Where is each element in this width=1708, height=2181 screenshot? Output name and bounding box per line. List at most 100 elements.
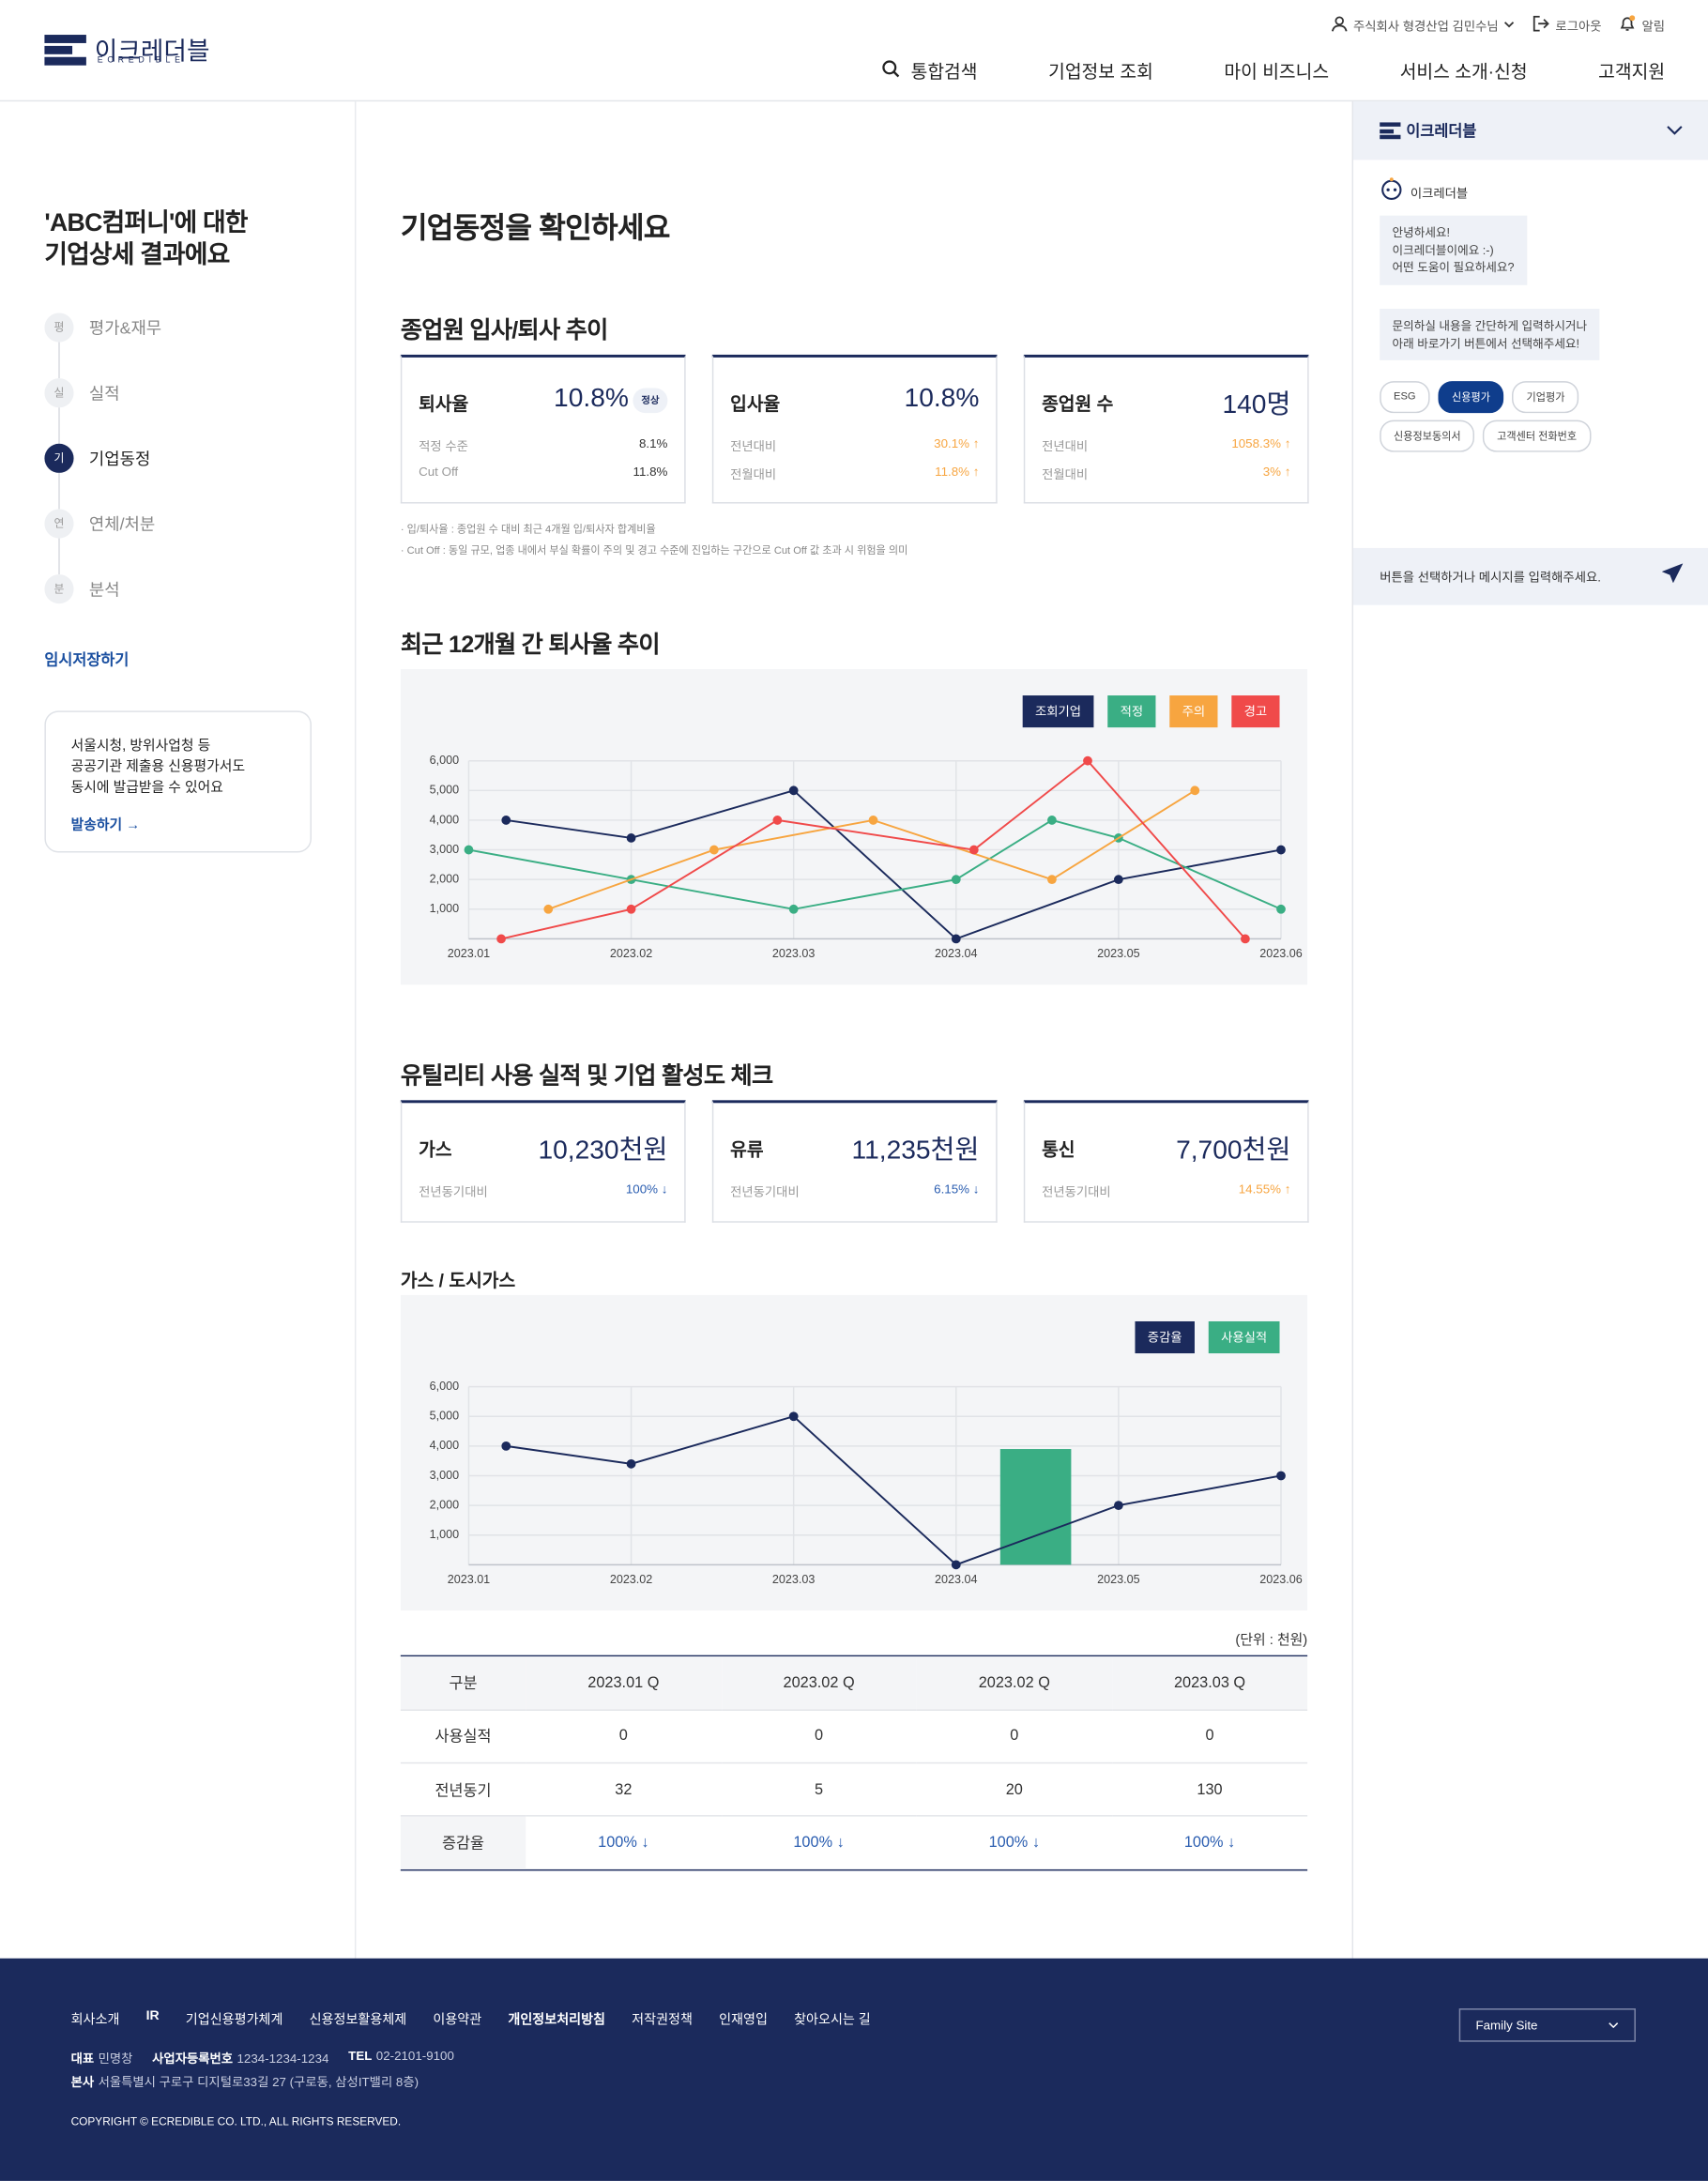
y-tick-label: 2,000 [430,1498,459,1511]
bubble-line: 문의하실 내용을 간단하게 입력하시거나 [1392,318,1588,333]
step-label: 실적 [88,384,120,404]
data-point [968,845,979,855]
chat-input[interactable]: 버튼을 선택하거나 메시지를 입력해주세요. [1353,547,1708,605]
logo-bar [1380,134,1401,140]
legend-swatch [1169,695,1218,728]
x-tick-label: 2023.02 [610,947,652,960]
y-tick-label: 1,000 [430,902,459,915]
company-info: 대표 민명창 사업자등록번호 1234-1234-1234 TEL 02-2101-910… [71,2049,454,2067]
chart: 1,000 2,000 3,000 4,000 5,000 6,000 2023.01 202… [400,1294,1308,1611]
x-tick-label: 2023.03 [772,1573,815,1586]
step[interactable]: 연 연체/처분 [44,509,155,539]
data-point [1047,875,1057,885]
nav-item[interactable]: 기업정보 조회 [1048,57,1153,84]
table-cell: 0 [1111,1709,1308,1764]
quick-chip[interactable]: ESG [1380,381,1430,414]
chevron [1504,18,1516,32]
step-icon: 분 [44,574,74,604]
legend-item[interactable]: 사용실적 [1208,1320,1280,1354]
row-label: 전월대비 [1042,466,1089,481]
y-tick-label: 4,000 [430,813,459,826]
promo-link[interactable]: 발송하기 → [70,817,141,833]
table-header-cell: 구분 [400,1656,526,1711]
legend-item[interactable]: 경고 [1231,695,1280,728]
footer-link[interactable]: 인재영입 [719,2012,768,2028]
x-tick-label: 2023.05 [1097,947,1139,960]
data-point [626,904,636,914]
quick-chip[interactable]: 신용정보동의서 [1380,419,1475,452]
row-value: 11.8% ↑ [935,465,980,479]
footer-link[interactable]: 회사소개 [70,2012,120,2028]
data-point [1047,816,1057,825]
sidebar: 'ABC컴퍼니'에 대한 기업상세 결과에요 평 평가&재무 실 실적 기 기업동정 연 연체/처… [0,101,357,1959]
nav-item[interactable]: 고객지원 [1598,57,1665,84]
footer-link[interactable]: 기업신용평가체계 [185,2012,283,2028]
data-point [1113,875,1123,885]
quick-chip[interactable]: 고객센터 전화번호 [1483,419,1591,452]
collapse-icon [1667,118,1684,144]
card-label: 통신 [1042,1138,1075,1161]
legend-item[interactable]: 적정 [1107,695,1156,728]
x-tick-label: 2023.01 [448,947,490,960]
table-header-cell: 2023.01 Q [526,1656,722,1711]
legend-item[interactable]: 조회기업 [1022,695,1094,728]
utility-bar: 주식회사 형경산업 김민수님 로그아웃 알림 [1331,15,1665,35]
step-icon: 실 [44,378,74,408]
footer-link[interactable]: 찾아오시는 길 [794,2012,871,2028]
card-value: 10,230천원 [538,1136,668,1166]
data-point [626,1458,636,1469]
user-menu[interactable]: 주식회사 형경산업 김민수님 [1331,15,1515,35]
family-site-select[interactable]: Family Site [1458,2008,1636,2042]
nav-item[interactable]: 마이 비즈니스 [1224,57,1329,84]
row-label: 전년동기대비 [419,1184,488,1199]
step-label: 분석 [88,580,120,600]
family-site-label: Family Site [1475,2018,1538,2033]
step[interactable]: 평 평가&재무 [44,313,161,343]
table-cell: 100% ↓ [988,1835,1040,1853]
legend-label: 증감율 [1148,1330,1182,1344]
alarm[interactable]: 알림 [1620,15,1665,35]
footer-link[interactable]: 개인정보처리방침 [508,2012,606,2028]
card-label: 퇴사율 [419,393,469,415]
chatbot-header[interactable]: 이크레더블 [1353,101,1708,160]
data-point [501,1441,511,1451]
step[interactable]: 기 기업동정 [44,443,150,473]
footer-link[interactable]: IR [145,2008,160,2024]
y-tick-label: 1,000 [430,1528,459,1541]
bubble-line: 어떤 도움이 필요하세요? [1392,260,1515,274]
stat-card: 가스 10,230천원 전년동기대비 100% ↓ [400,1100,686,1223]
data-point [1276,1471,1286,1481]
status-badge: 정상 [633,388,668,414]
data-point [1083,755,1092,766]
logout-label: 로그아웃 [1555,19,1602,33]
x-tick-label: 2023.02 [610,1573,652,1586]
save-button[interactable]: 임시저장하기 [44,652,130,669]
legend-item[interactable]: 증감율 [1135,1320,1195,1354]
x-tick-label: 2023.04 [935,947,977,960]
data-point [1190,785,1200,796]
x-tick-label: 2023.05 [1097,1573,1139,1586]
footer-link[interactable]: 저작권정책 [632,2012,693,2028]
data-point [1113,1501,1123,1510]
footer-link[interactable]: 이용약관 [433,2012,482,2028]
step-icon: 기 [44,443,74,473]
step[interactable]: 실 실적 [44,378,120,408]
row-value: 11.8% [633,465,668,479]
data-table: 구분 2023.01 Q 2023.02 Q 2023.02 Q 2023.03 Q 사용… [400,1656,1308,1870]
nav-item[interactable]: 서비스 소개·신청 [1400,57,1528,84]
step[interactable]: 분 분석 [44,574,120,604]
card-value: 7,700천원 [1176,1136,1291,1166]
chart-title: 최근 12개월 간 퇴사율 추이 [400,631,661,659]
y-tick-label: 3,000 [430,1469,459,1482]
user-icon [1331,15,1348,35]
footer-link[interactable]: 신용정보활용체제 [309,2012,407,2028]
y-tick-label: 6,000 [430,754,459,767]
quick-chip[interactable]: 기업평가 [1512,381,1579,414]
legend-item[interactable]: 주의 [1169,695,1218,728]
nav-item[interactable]: 통합검색 [881,57,978,84]
step-connector [58,472,60,510]
quick-chip[interactable]: 신용평가 [1438,381,1504,414]
x-tick-label: 2023.01 [448,1573,490,1586]
table-cell: 사용실적 [400,1709,526,1764]
logout[interactable]: 로그아웃 [1533,15,1602,35]
